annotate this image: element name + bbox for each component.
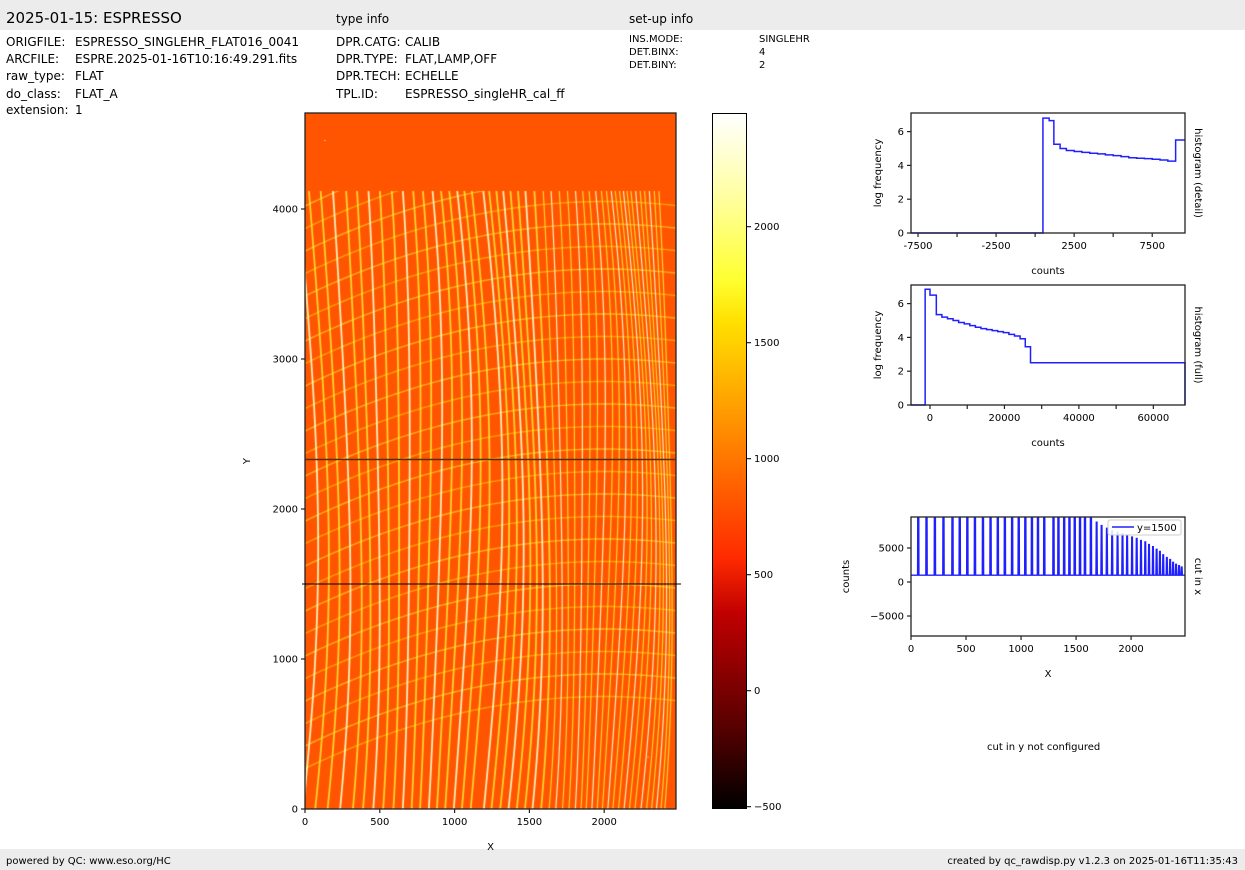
file-info-value: FLAT [75, 69, 104, 83]
x-tick-label: 0 [908, 644, 914, 655]
type-info-value: ECHELLE [405, 69, 459, 83]
page-title: 2025-01-15: ESPRESSO [6, 9, 182, 27]
axes-frame [910, 516, 1186, 637]
y-tick-label: 5000 [879, 544, 904, 555]
header-bar [0, 0, 1245, 30]
side-label: histogram (detail) [1192, 128, 1203, 218]
histogram-series [911, 117, 1185, 234]
x-tick-label: 20000 [989, 413, 1021, 424]
x-axis-label: X [487, 842, 494, 853]
colorbar-tick-label: 0 [754, 686, 760, 697]
y-tick-label: 2 [898, 195, 904, 206]
colorbar-tick-label: −500 [754, 802, 781, 813]
x-tick-label: 2000 [591, 817, 616, 828]
type-info-heading: type info [336, 12, 390, 26]
x-tick-label: 7500 [1139, 241, 1164, 252]
legend-box [1107, 519, 1182, 536]
setup-info-key: INS.MODE: [629, 34, 683, 45]
raw-image-heatmap[interactable] [305, 113, 676, 809]
x-axis-label: counts [1031, 438, 1064, 449]
file-info-value: 1 [75, 103, 83, 117]
y-axis-label: log frequency [873, 311, 884, 380]
file-info-key: ARCFILE: [6, 52, 60, 66]
y-tick-label: −5000 [870, 612, 904, 623]
x-tick-label: 40000 [1063, 413, 1095, 424]
setup-info-heading: set-up info [629, 12, 694, 26]
y-axis-label: log frequency [873, 139, 884, 208]
setup-info-key: DET.BINX: [629, 47, 679, 58]
x-axis-label: counts [1031, 266, 1064, 277]
setup-info-value: 2 [759, 60, 766, 71]
axes-frame [304, 112, 677, 810]
footer-bar [0, 849, 1245, 870]
colorbar [712, 113, 747, 809]
file-info-value: ESPRE.2025-01-16T10:16:49.291.fits [75, 52, 298, 66]
y-tick-label: 0 [898, 578, 904, 589]
colorbar-tick-label: 1000 [754, 454, 779, 465]
file-info-value: ESPRESSO_SINGLEHR_FLAT016_0041 [75, 35, 300, 49]
y-tick-label: 3000 [273, 355, 298, 366]
x-tick-label: -7500 [903, 241, 932, 252]
cut-y-message: cut in y not configured [987, 742, 1101, 753]
x-tick-label: 1000 [1008, 644, 1033, 655]
axes-frame [910, 284, 1186, 406]
colorbar-tick-label: 2000 [754, 222, 779, 233]
x-axis-label: X [1045, 669, 1052, 680]
x-tick-label: 2500 [1061, 241, 1086, 252]
file-info-key: raw_type: [6, 69, 65, 83]
x-tick-label: 0 [302, 817, 308, 828]
colorbar-tick-label: 1500 [754, 338, 779, 349]
y-tick-label: 6 [898, 127, 904, 138]
file-info-value: FLAT_A [75, 87, 118, 101]
type-info-value: FLAT,LAMP,OFF [405, 52, 498, 66]
y-tick-label: 4000 [273, 205, 298, 216]
y-tick-label: 4 [898, 333, 904, 344]
y-tick-label: 1000 [273, 655, 298, 666]
x-tick-label: 0 [927, 413, 933, 424]
y-tick-label: 0 [292, 805, 298, 816]
x-tick-label: 500 [956, 644, 975, 655]
y-tick-label: 2000 [273, 505, 298, 516]
y-tick-label: 0 [898, 401, 904, 412]
cut-series [911, 517, 1185, 576]
axes-frame [910, 112, 1186, 234]
type-info-key: DPR.TYPE: [336, 52, 398, 66]
y-axis-label: Y [242, 457, 253, 465]
histogram-series [911, 288, 1186, 406]
type-info-key: TPL.ID: [336, 87, 378, 101]
x-tick-label: 500 [370, 817, 389, 828]
type-info-key: DPR.TECH: [336, 69, 401, 83]
type-info-value: ESPRESSO_singleHR_cal_ff [405, 87, 565, 101]
y-tick-label: 0 [898, 229, 904, 240]
file-info-key: ORIGFILE: [6, 35, 66, 49]
side-label: histogram (full) [1192, 306, 1203, 383]
colorbar-tick-label: 500 [754, 570, 773, 581]
x-tick-label: 2000 [1118, 644, 1143, 655]
x-tick-label: -2500 [982, 241, 1011, 252]
setup-info-value: 4 [759, 47, 766, 58]
type-info-key: DPR.CATG: [336, 35, 401, 49]
x-tick-label: 1500 [517, 817, 542, 828]
x-tick-label: 1000 [442, 817, 467, 828]
footer-powered-by: powered by QC: www.eso.org/HC [6, 856, 171, 867]
y-tick-label: 6 [898, 299, 904, 310]
side-label: cut in x [1192, 558, 1203, 595]
x-tick-label: 60000 [1137, 413, 1169, 424]
type-info-value: CALIB [405, 35, 441, 49]
x-tick-label: 1500 [1063, 644, 1088, 655]
file-info-key: extension: [6, 103, 69, 117]
footer-created-by: created by qc_rawdisp.py v1.2.3 on 2025-… [947, 856, 1238, 867]
y-tick-label: 4 [898, 161, 904, 172]
y-tick-label: 2 [898, 367, 904, 378]
y-axis-label: counts [841, 560, 852, 593]
setup-info-key: DET.BINY: [629, 60, 677, 71]
legend-label: y=1500 [1137, 523, 1177, 534]
setup-info-value: SINGLEHR [759, 34, 810, 45]
file-info-key: do_class: [6, 87, 61, 101]
